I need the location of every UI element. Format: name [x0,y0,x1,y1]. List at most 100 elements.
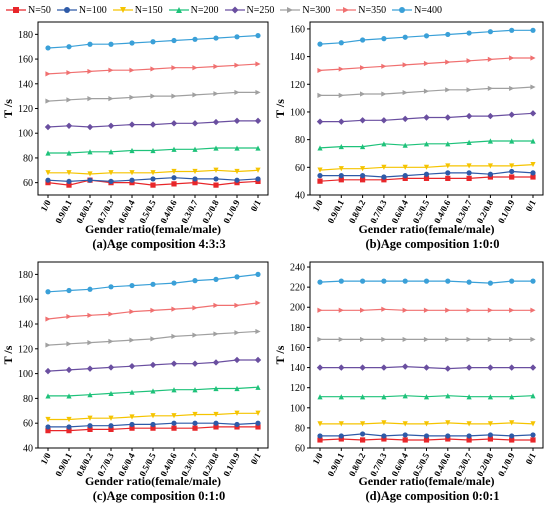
x-axis-label: Gender ratio(female/male) [85,474,221,488]
x-tick-label: 0.6/0.4 [389,198,410,225]
y-tick-label: 140 [290,52,305,63]
legend-label: N=100 [78,4,107,16]
data-point [466,58,472,64]
x-axis-label: Gender ratio(female/male) [358,474,494,488]
data-point [45,289,51,295]
data-point [234,168,240,175]
data-point [87,171,93,177]
data-point [255,89,261,96]
data-point [45,45,51,51]
data-point [150,182,156,188]
data-point [87,426,93,432]
data-point [171,168,177,175]
data-point [466,139,472,146]
data-point [255,424,261,430]
data-point [380,364,388,371]
y-tick-label: 180 [18,270,33,281]
data-point [234,421,240,428]
data-point [381,164,387,170]
data-point [402,142,408,148]
y-axis-label: T /s [273,99,287,118]
data-point [445,87,451,93]
data-point [381,36,387,42]
y-tick-label: 120 [18,344,33,355]
data-point [487,436,493,442]
data-point [402,115,409,123]
data-point [255,271,261,277]
data-point [360,173,366,179]
y-tick-label: 80 [23,153,33,164]
legend-label: N=50 [28,4,51,16]
x-tick-label: 0.5/0.5 [137,198,158,225]
x-tick-label: 1/0 [311,198,325,213]
data-point [66,182,72,188]
data-point [170,120,178,127]
y-tick-label: 160 [290,24,305,35]
data-point [150,170,156,176]
legend-label: N=300 [302,4,331,16]
y-tick-label: 180 [290,323,305,334]
data-point [423,437,430,443]
data-point [466,433,472,439]
data-point [317,307,323,313]
y-tick-label: 120 [290,383,305,394]
data-point [108,423,114,429]
data-point [423,114,430,121]
data-point [530,27,536,33]
legend-item-n300: N=300 [280,5,330,16]
data-point [234,330,240,336]
data-point [360,166,366,172]
data-point [254,117,262,125]
x-tick-label: 0.3/0.7 [453,198,474,225]
data-point [423,33,430,39]
data-point [66,170,72,176]
x-tick-label: 0/1 [249,451,263,466]
panel-title: (c)Age composition 0:1:0 [93,489,226,503]
data-point [487,336,493,343]
data-point [108,338,114,344]
data-point [316,364,324,371]
data-point [530,55,536,61]
data-point [466,163,472,169]
data-point [338,336,344,343]
data-point [445,31,451,38]
data-point [192,332,198,338]
data-point [108,284,114,290]
data-point [381,306,387,312]
data-point [402,432,408,438]
data-point [445,175,451,181]
data-point [487,56,493,62]
data-point [171,146,177,152]
plot-frame [309,261,544,449]
data-point [66,287,72,294]
data-point [530,84,536,90]
data-point [66,313,72,320]
data-point [529,364,537,371]
data-point [317,173,323,179]
data-point [44,367,52,375]
data-point [466,421,472,427]
data-point [65,366,73,374]
data-point [338,364,345,371]
y-tick-label: 140 [18,79,33,90]
data-point [487,307,493,313]
data-point [108,415,114,421]
data-point [317,41,323,47]
data-point [317,421,323,427]
data-point [150,421,156,428]
x-tick-label: 0.1/0.9 [496,451,517,478]
data-point [338,436,344,442]
data-point [530,278,536,284]
data-point [423,164,430,170]
data-point [445,393,451,399]
x-tick-label: 0.7/0.3 [95,198,116,225]
y-tick-label: 160 [18,55,33,66]
data-point [66,428,72,434]
data-point [234,145,240,151]
data-point [66,341,72,347]
data-point [530,170,536,176]
data-point [150,425,156,431]
data-point [213,182,219,188]
y-tick-label: 60 [23,178,33,189]
